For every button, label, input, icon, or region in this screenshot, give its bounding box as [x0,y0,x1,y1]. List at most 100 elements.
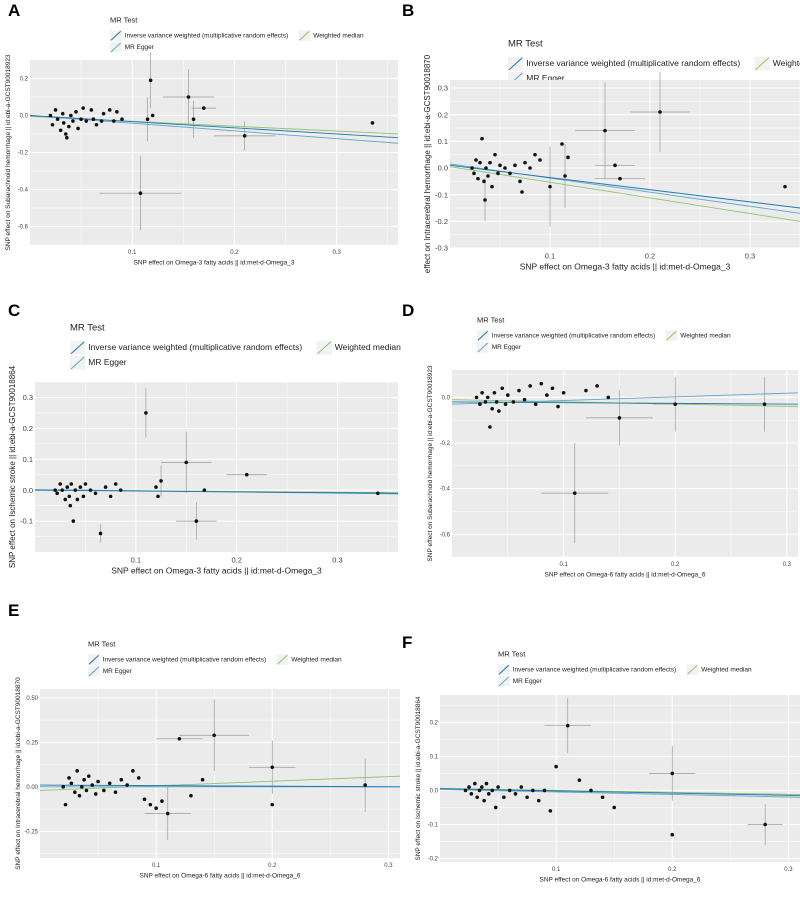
data-point [61,121,66,125]
legend-title: MR Test [88,640,116,649]
data-point [60,111,65,116]
y-tick-label: 0.0 [442,395,451,401]
data-point [84,788,89,793]
legend-key-line [299,30,310,41]
y-tick-label: -0.4 [18,188,29,194]
data-point [96,779,100,784]
data-point [120,117,124,121]
legend-label: Weighted median [335,342,401,352]
legend-key-line [317,341,332,355]
data-point [67,494,72,499]
data-point [513,163,517,168]
x-tick-label: 0.1 [552,867,561,873]
x-tick-label: 0.3 [745,252,755,261]
data-point [480,136,484,141]
data-point [202,488,207,492]
x-tick-label: 0.1 [128,250,137,256]
y-tick-label: 0.50 [26,696,38,702]
data-point [536,798,541,803]
data-point [90,783,95,787]
data-point [550,386,555,391]
data-point [136,776,141,780]
data-point [561,391,566,395]
data-point [75,497,80,502]
plot-background [452,370,798,557]
data-point [658,110,662,114]
legend-key-line [498,676,510,687]
data-point [84,119,89,123]
y-axis-label: SNP effect on Ischemic stroke || id:ebi-… [8,365,17,568]
legend-label: Inverse variance weighted (multiplicativ… [88,342,302,352]
data-point [606,395,611,400]
data-point [548,184,552,189]
data-point [493,152,497,157]
data-point [55,491,59,496]
panel-letter: B [402,1,414,20]
regression-line-ivw [39,784,401,788]
legend-label: Weighted median [291,656,342,663]
x-tick-label: 0.1 [152,863,161,869]
data-point [65,485,70,489]
legend-label: Inverse variance weighted (multiplicativ… [513,666,677,673]
data-point [74,110,78,114]
data-point [242,134,247,138]
data-point [486,792,491,796]
data-point [99,119,104,123]
regression-line-wm [439,787,800,795]
data-point [469,792,474,796]
data-point [60,488,65,492]
data-point [69,113,73,118]
data-point [506,393,510,397]
data-point [244,472,249,477]
data-point [490,184,494,189]
data-point [473,781,477,786]
data-point [503,402,508,407]
x-axis-label: SNP effect on Omega-3 fatty acids || id:… [520,262,731,272]
x-tick-label: 0.2 [231,556,241,565]
data-point [71,119,75,123]
data-point [363,783,367,787]
data-point [533,402,538,407]
data-point [113,482,118,486]
x-tick-label: 0.3 [784,867,793,873]
regression-line-egger [29,115,399,144]
data-point [83,482,88,486]
data-point [370,121,375,125]
data-point [186,95,191,99]
legend-title: MR Test [498,650,526,659]
data-point [470,166,474,170]
data-point [79,117,83,121]
data-point [58,128,63,133]
y-tick-label: -0.2 [428,857,439,863]
data-point [88,488,93,492]
data-point [154,806,158,810]
legend-key-line [277,654,288,665]
legend-key-line [477,342,489,353]
data-point [150,113,155,118]
data-point [493,805,498,810]
regression-line-ivw [29,115,399,139]
regression-line-ivw [451,401,799,405]
panel-f: F MR Test Inverse variance weighted (multi… [402,633,800,884]
data-point [483,400,488,404]
y-axis-label: effect on Intracerebral hemorrhage || id… [423,54,432,273]
legend-label: Inverse variance weighted (multiplicativ… [103,656,267,663]
y-tick-label: -0.2 [435,217,448,226]
data-point [548,809,553,813]
panel-a: A MR Test Inverse variance weighted (multi… [5,1,399,267]
data-point [68,503,73,508]
data-point [98,531,103,536]
data-point [94,122,99,127]
data-point [91,117,96,121]
data-point [80,785,84,789]
data-point [69,781,74,786]
data-point [125,783,129,787]
data-point [560,142,564,146]
x-axis-label: SNP effect on Omega-6 fatty acids || id:… [139,873,300,880]
data-point [75,769,79,773]
panel-letter: E [8,601,19,620]
y-tick-label: -0.1 [20,517,33,526]
data-point [270,765,275,770]
legend-label: MR Egger [103,668,133,675]
data-point [160,799,164,803]
